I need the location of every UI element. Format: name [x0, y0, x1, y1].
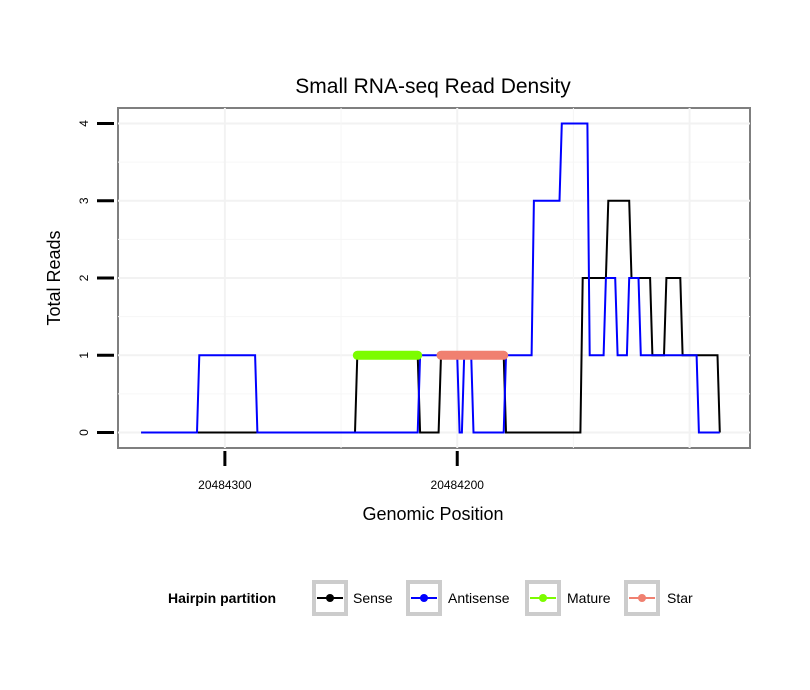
legend: Hairpin partition Sense Antisense Mature St…: [168, 580, 693, 616]
legend-label-star: Star: [667, 590, 693, 606]
y-tick-label: 4: [77, 120, 91, 127]
legend-label-sense: Sense: [353, 590, 393, 606]
legend-label-antisense: Antisense: [448, 590, 510, 606]
y-axis-title: Total Reads: [44, 230, 64, 325]
chart-title: Small RNA-seq Read Density: [295, 75, 571, 98]
y-tick-label: 3: [77, 197, 91, 204]
legend-key-point: [326, 594, 334, 602]
y-tick-label: 1: [77, 352, 91, 359]
x-axis-title: Genomic Position: [362, 504, 503, 524]
y-tick-label: 0: [77, 429, 91, 436]
legend-item-star: Star: [624, 580, 693, 616]
legend-key-point: [539, 594, 547, 602]
legend-key-point: [420, 594, 428, 602]
legend-item-sense: Sense: [312, 580, 393, 616]
legend-key-point: [638, 594, 646, 602]
x-tick-label: 20484300: [198, 478, 252, 492]
series-line-antisense: [141, 122, 720, 434]
x-tick-label: 20484200: [431, 478, 485, 492]
series-lines: [141, 122, 721, 434]
axes: 0 1 2 3 4 20484300 20484200: [77, 120, 484, 492]
legend-label-mature: Mature: [567, 590, 611, 606]
legend-title: Hairpin partition: [168, 590, 276, 606]
y-tick-label: 2: [77, 274, 91, 281]
legend-item-mature: Mature: [525, 580, 611, 616]
legend-item-antisense: Antisense: [406, 580, 510, 616]
